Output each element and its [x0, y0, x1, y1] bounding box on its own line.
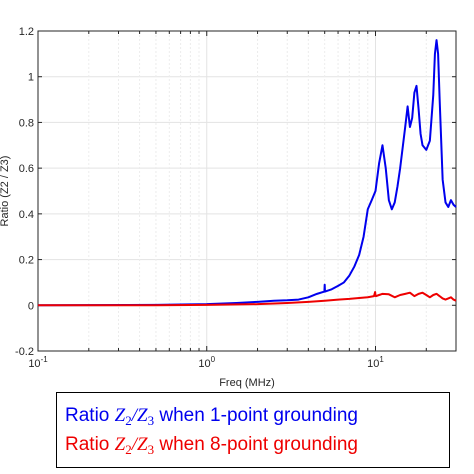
- y-tick-label: 0.6: [19, 163, 34, 175]
- legend-slash: /: [131, 405, 137, 426]
- y-tick-label: 0.2: [19, 255, 34, 267]
- x-axis-label: Freq (MHz): [219, 377, 275, 389]
- y-tick-label: -0.2: [15, 346, 34, 358]
- legend-entry-8-point: Ratio Z2/Z3 when 8-point grounding: [65, 434, 358, 456]
- axis-ticks: [37, 30, 457, 352]
- legend-den-symbol: Z: [137, 405, 148, 426]
- line-chart: -0.2 0 0.2 0.4 0.6 0.8 1 1.2 10-1 100 101 Freq (MH…: [0, 26, 457, 389]
- legend-slash: /: [131, 434, 137, 455]
- tick-labels: -0.2 0 0.2 0.4 0.6 0.8 1 1.2 10-1 100 101: [15, 26, 384, 370]
- legend-den-subscript: 3: [147, 413, 155, 428]
- legend-entry-1-point: Ratio Z2/Z3 when 1-point grounding: [65, 405, 358, 427]
- y-tick-label: 0.4: [19, 209, 34, 221]
- series-line-1: [37, 39, 457, 307]
- series-line-2: [38, 291, 457, 307]
- y-tick-label: 1: [28, 72, 34, 84]
- legend-num-subscript: 2: [125, 442, 132, 457]
- legend: Ratio Z2/Z3 when 1-point grounding Ratio…: [56, 392, 450, 468]
- legend-suffix: when 8-point grounding: [154, 434, 358, 455]
- x-tick-label: 100: [198, 355, 215, 370]
- y-tick-label: 0: [28, 300, 34, 312]
- plot-area-frame: [37, 30, 457, 352]
- y-axis-label: Ratio (Z2 / Z3): [0, 156, 11, 227]
- y-tick-label: 1.2: [19, 26, 34, 38]
- x-tick-label: 10-1: [28, 355, 48, 370]
- legend-num-symbol: Z: [114, 405, 126, 426]
- legend-den-symbol: Z: [137, 434, 148, 455]
- legend-prefix: Ratio: [65, 405, 115, 426]
- series-lines: [37, 39, 457, 307]
- legend-suffix: when 1-point grounding: [154, 405, 358, 426]
- legend-num-symbol: Z: [114, 434, 126, 455]
- legend-num-subscript: 2: [125, 413, 132, 428]
- legend-den-subscript: 3: [147, 442, 155, 457]
- legend-prefix: Ratio: [65, 434, 115, 455]
- x-tick-label: 101: [367, 355, 384, 370]
- y-tick-label: 0.8: [19, 117, 34, 129]
